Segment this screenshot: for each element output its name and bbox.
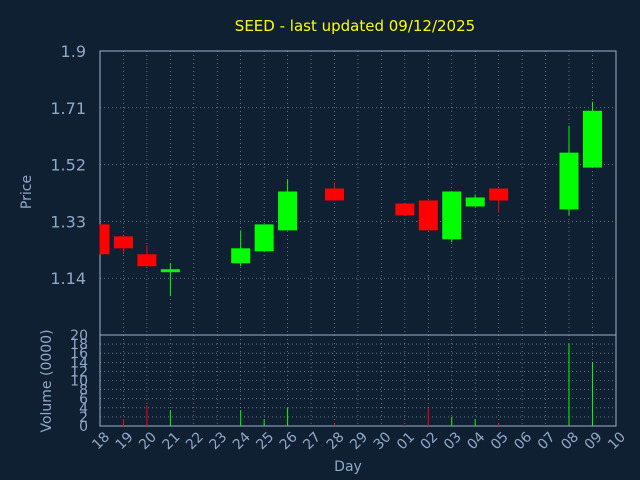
candle-body	[137, 254, 157, 267]
candle-body	[254, 224, 274, 252]
price-tick-label: 1.71	[50, 99, 86, 118]
x-axis-label: Day	[334, 459, 362, 475]
volume-tick-label: 0	[79, 419, 88, 435]
candle-body	[325, 188, 344, 201]
volume-tick-label: 6	[79, 392, 88, 408]
volume-tick-label: 16	[70, 346, 88, 362]
price-tick-label: 1.52	[50, 156, 86, 175]
x-axis: 18 19 20 21 22 23 24 25 26 27 28 29 30 01 02 03 04 05 06 07…	[89, 429, 629, 453]
candle-body	[489, 188, 509, 201]
candle-body	[418, 200, 438, 231]
volume-tick-label: 18	[70, 337, 88, 353]
volume-tick-label: 4	[79, 401, 88, 417]
price-tick-label: 1.14	[50, 269, 86, 288]
volume-tick-label: 14	[70, 355, 88, 371]
candle-body	[559, 152, 579, 210]
volume-tick-label: 2	[79, 410, 88, 426]
volume-tick-label: 10	[70, 374, 88, 390]
candle-body	[278, 191, 298, 231]
candle-body	[113, 236, 133, 249]
candle-body	[442, 191, 462, 240]
volume-axis-label: Volume (0000)	[39, 329, 55, 432]
candle-body	[160, 269, 180, 273]
candle-body	[465, 197, 485, 207]
chart-title: SEED - last updated 09/12/2025	[235, 17, 475, 35]
volume-tick-label: 20	[70, 328, 88, 344]
volume-tick-label: 12	[70, 364, 88, 380]
price-axis-label: Price	[19, 175, 35, 209]
volume-tick-label: 8	[79, 383, 88, 399]
volume-panel-frame	[99, 334, 617, 427]
candle-body	[582, 110, 602, 168]
price-tick-label: 1.9	[61, 42, 86, 61]
candle-body	[231, 248, 251, 264]
candle-body	[395, 203, 415, 216]
price-tick-label: 1.33	[50, 212, 86, 231]
candle-body	[100, 224, 110, 255]
